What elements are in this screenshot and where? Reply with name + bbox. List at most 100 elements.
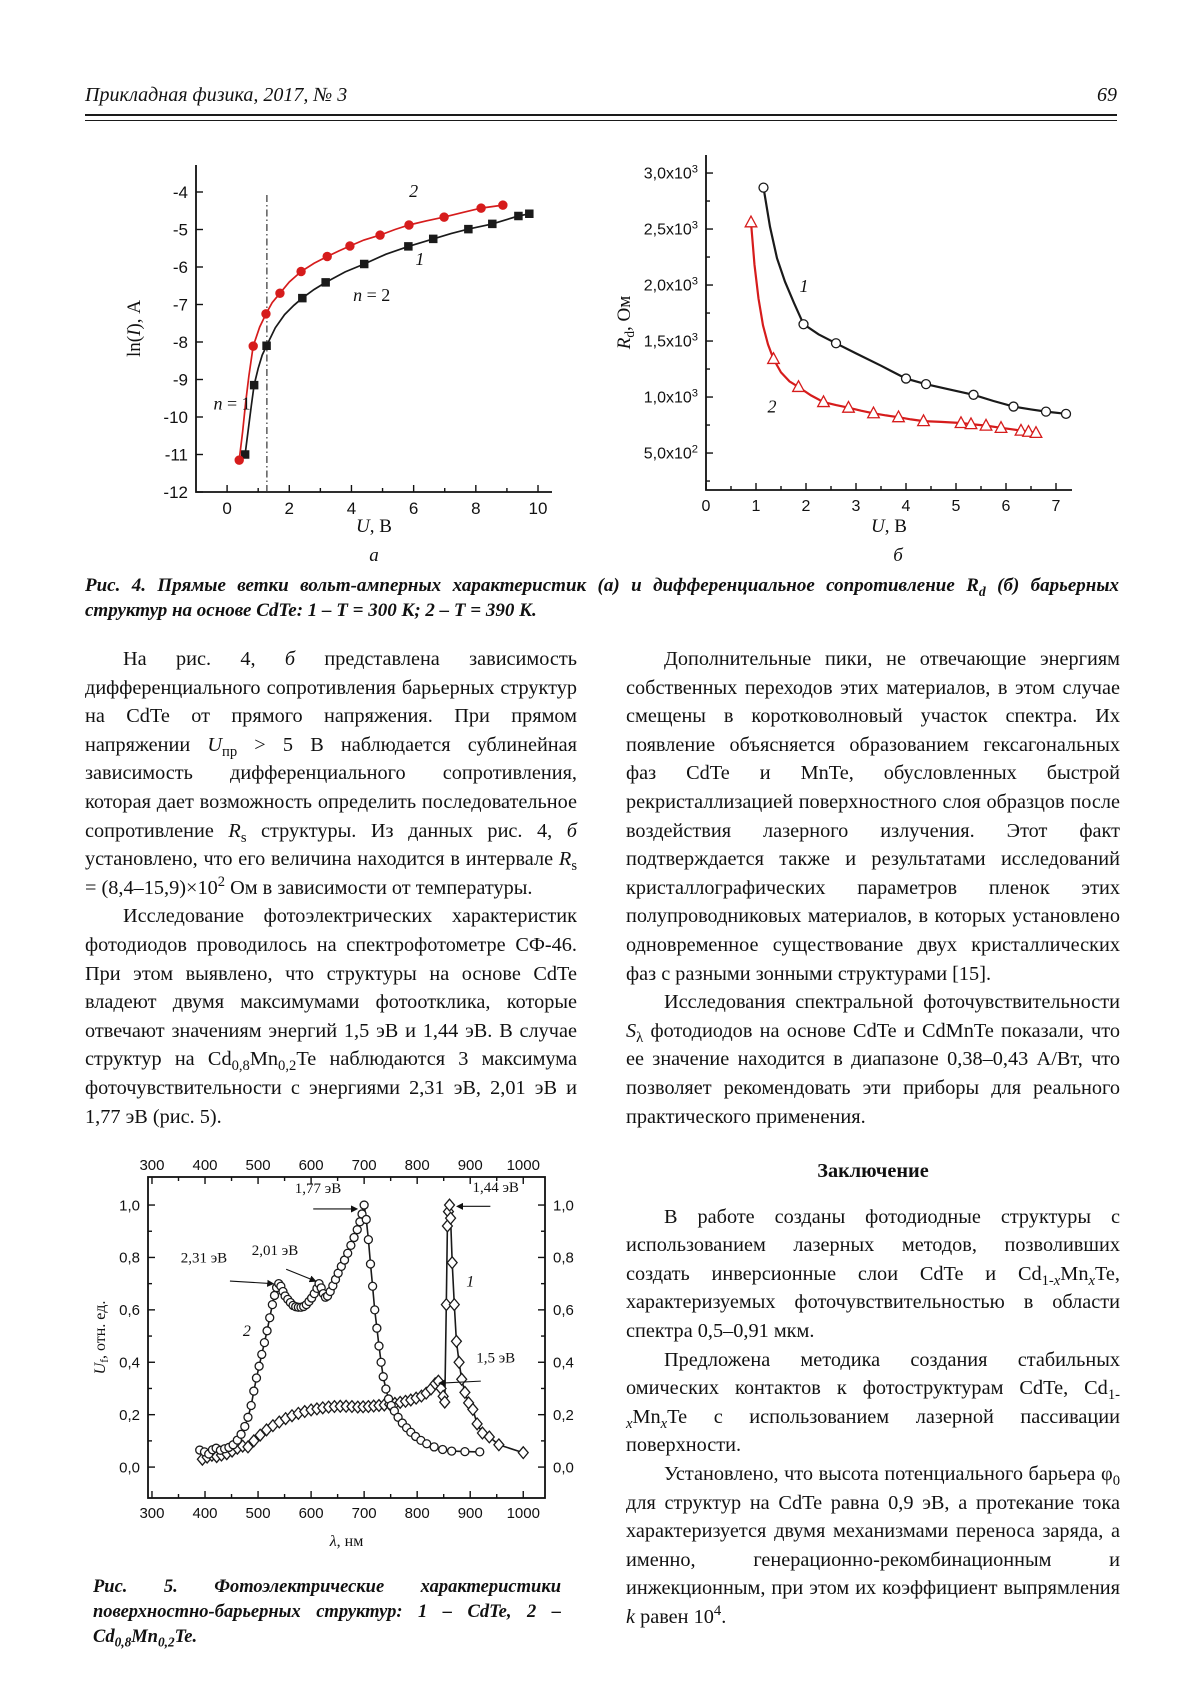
- journal-title: Прикладная физика, 2017, № 3: [85, 84, 348, 106]
- svg-text:2: 2: [285, 499, 294, 518]
- panel-label-a: а: [369, 545, 379, 566]
- chart-annotation: 2: [243, 1323, 251, 1340]
- svg-text:400: 400: [193, 1505, 218, 1522]
- svg-text:2,0x103: 2,0x103: [644, 276, 698, 295]
- svg-text:900: 900: [458, 1505, 483, 1522]
- svg-text:4: 4: [902, 498, 911, 515]
- chart-annotation: 2,31 эВ: [181, 1251, 227, 1267]
- chart-annotation: 2: [409, 181, 418, 201]
- svg-text:-4: -4: [173, 183, 188, 202]
- svg-text:800: 800: [405, 1505, 430, 1522]
- axes: [705, 155, 1072, 491]
- chart-annotation: 2: [768, 397, 777, 417]
- figure4a-chart: 0 2 4 6 8 10 -4 -5 -6 -7 -8 -9 -10 -11 -12 2 1 n = 2 n = 1…: [90, 140, 570, 540]
- series-1-line: [244, 212, 530, 455]
- svg-text:600: 600: [299, 1505, 324, 1522]
- figure5-chart: 300 300 400 400 500 500 600 600 700 700 800 800 900 9…: [85, 1147, 577, 1561]
- svg-text:0,8: 0,8: [553, 1250, 574, 1267]
- svg-text:10: 10: [529, 499, 548, 518]
- svg-text:1,0: 1,0: [119, 1197, 140, 1214]
- x-axis-label: U, В: [356, 516, 392, 537]
- page-number: 69: [1097, 84, 1117, 106]
- chart-annotation: n = 2: [353, 285, 390, 305]
- fig4a-plot: 0 2 4 6 8 10 -4 -5 -6 -7 -8 -9 -10 -11 -12 2 1 n = 2 n = 1…: [124, 165, 552, 537]
- x-axis-label: λ, нм: [329, 1533, 364, 1550]
- paragraph: Исследование фотоэлектрических характери…: [85, 905, 577, 1128]
- svg-text:1: 1: [752, 498, 761, 515]
- header-rule: [85, 114, 1117, 121]
- tick-labels: 0 1 2 3 4 5 6 7 5,0x102 1,0x103 1,5x103 2,0x103 2,5x…: [644, 164, 1061, 515]
- series-2-markers: [234, 200, 508, 465]
- svg-text:0,8: 0,8: [119, 1250, 140, 1267]
- chart-annotation: 1,5 эВ: [476, 1350, 515, 1366]
- svg-text:1,5x103: 1,5x103: [644, 332, 698, 351]
- tick-labels: 0 2 4 6 8 10 -4 -5 -6 -7 -8 -9 -10 -11 -12: [163, 183, 547, 518]
- y-axis-label: Rd, Ом: [614, 296, 637, 351]
- annotation-arrow: [229, 1279, 275, 1287]
- svg-text:1000: 1000: [507, 1157, 540, 1174]
- series-2-markers: [744, 214, 1043, 439]
- svg-text:-6: -6: [173, 258, 188, 277]
- axes: [147, 1176, 546, 1499]
- svg-text:5: 5: [952, 498, 961, 515]
- svg-text:-7: -7: [173, 295, 188, 314]
- series-2-line: [749, 222, 1037, 434]
- panel-label-b: б: [893, 545, 903, 566]
- svg-text:300: 300: [139, 1157, 164, 1174]
- svg-text:300: 300: [139, 1505, 164, 1522]
- svg-text:8: 8: [471, 499, 480, 518]
- svg-text:2,5x103: 2,5x103: [644, 220, 698, 239]
- annotation-arrow: [438, 1379, 481, 1387]
- svg-text:0,2: 0,2: [119, 1407, 140, 1424]
- svg-text:5,0x102: 5,0x102: [644, 444, 698, 463]
- svg-text:3,0x103: 3,0x103: [644, 164, 698, 183]
- svg-text:0,0: 0,0: [553, 1459, 574, 1476]
- svg-text:1,0: 1,0: [553, 1197, 574, 1214]
- svg-text:-9: -9: [173, 370, 188, 389]
- chart-annotation: 1,77 эВ: [295, 1181, 341, 1197]
- figure4-caption: Рис. 4. Прямые ветки вольт-амперных хара…: [85, 575, 1120, 621]
- chart-annotation: 1,44 эВ: [472, 1180, 518, 1196]
- svg-text:2: 2: [802, 498, 811, 515]
- svg-text:-5: -5: [173, 220, 188, 239]
- series-1-line: [762, 187, 1067, 415]
- chart-annotation: 1: [415, 249, 424, 269]
- x-axis-label: U, В: [871, 516, 907, 537]
- right-column: Дополнительные пики, не отвечающие энерг…: [626, 645, 1120, 1632]
- left-column: На рис. 4, б представлена зависимость ди…: [85, 645, 577, 1650]
- svg-text:700: 700: [352, 1157, 377, 1174]
- svg-text:7: 7: [1052, 498, 1061, 515]
- svg-text:-12: -12: [163, 483, 188, 502]
- figure5-block: 300 300 400 400 500 500 600 600 700 700 800 800 900 9…: [85, 1147, 577, 1650]
- svg-text:0,4: 0,4: [119, 1355, 140, 1372]
- svg-text:0,2: 0,2: [553, 1407, 574, 1424]
- svg-text:6: 6: [1002, 498, 1011, 515]
- svg-text:0: 0: [702, 498, 711, 515]
- series-2-line: [238, 204, 504, 461]
- paragraph: Дополнительные пики, не отвечающие энерг…: [626, 648, 1120, 985]
- svg-text:1,0x103: 1,0x103: [644, 388, 698, 407]
- chart-annotation: 1: [466, 1273, 474, 1290]
- ticks: [196, 191, 539, 493]
- annotation-arrow: [285, 1268, 317, 1283]
- paragraph: В работе созданы фотодиодные структуры с…: [626, 1205, 1120, 1343]
- figure4b-chart: 0 1 2 3 4 5 6 7 5,0x102 1,0x103 1,5x103 2,0x103 2,5x…: [595, 140, 1115, 540]
- y-axis-label: ln(I), А: [124, 300, 145, 357]
- svg-text:800: 800: [405, 1157, 430, 1174]
- left-column-text: На рис. 4, б представлена зависимость ди…: [85, 645, 577, 1131]
- series-1-markers: [758, 182, 1072, 419]
- fig4b-plot: 0 1 2 3 4 5 6 7 5,0x102 1,0x103 1,5x103 2,0x103 2,5x…: [614, 155, 1072, 537]
- svg-text:0,4: 0,4: [553, 1355, 574, 1372]
- chart-annotation: 1: [800, 276, 809, 296]
- paragraph: Исследования спектральной фоточувствител…: [626, 991, 1120, 1128]
- svg-text:400: 400: [193, 1157, 218, 1174]
- svg-text:700: 700: [352, 1505, 377, 1522]
- svg-text:0,6: 0,6: [119, 1302, 140, 1319]
- paragraph: На рис. 4, б представлена зависимость ди…: [85, 648, 577, 899]
- page-header: Прикладная физика, 2017, № 3 69: [85, 84, 1117, 107]
- paragraph: Предложена методика создания стабильных …: [626, 1348, 1120, 1457]
- svg-text:0: 0: [222, 499, 231, 518]
- svg-text:-8: -8: [173, 333, 188, 352]
- series-1-markers: [240, 209, 534, 459]
